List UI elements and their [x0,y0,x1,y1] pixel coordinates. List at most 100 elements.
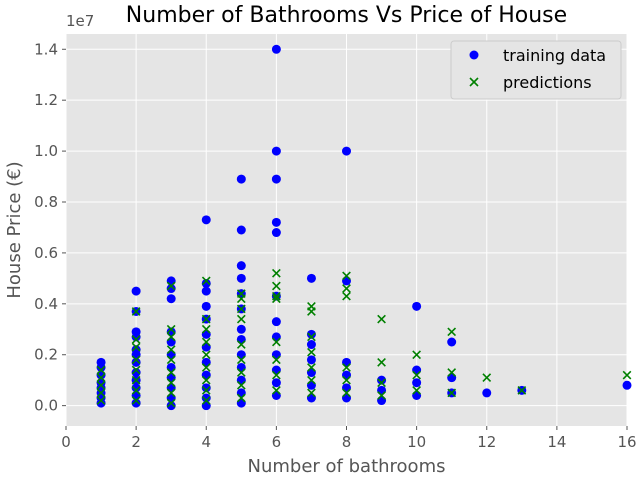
training-data-point [166,362,176,372]
training-data-point [306,380,316,390]
training-data-point [201,370,211,380]
prediction-point [236,380,246,390]
training-data-point [306,329,316,339]
x-tick-label: 0 [61,433,71,451]
training-data-point [271,332,281,342]
y-tick-label: 1.0 [34,142,58,160]
training-data-point [201,278,211,288]
prediction-point [342,388,351,398]
training-data-point [201,342,211,352]
training-data-point [271,390,281,400]
x-tick-label: 16 [617,433,636,451]
prediction-point [307,363,316,372]
prediction-point [342,284,351,293]
training-data-point [201,329,211,339]
prediction-point [377,391,386,400]
training-data-point [236,261,246,271]
prediction-point [236,304,246,314]
prediction-point [131,307,141,316]
prediction-point [447,368,457,377]
training-data-point [271,146,281,156]
x-axis-label: Number of bathrooms [248,456,446,477]
prediction-point [201,385,211,395]
prediction-point [236,393,246,403]
legend-box [450,40,622,100]
training-data-point [306,393,316,403]
training-data-point [166,337,176,347]
training-data-point [96,357,106,367]
prediction-point [96,396,106,405]
training-data-point [342,383,351,393]
x-axis-ticks: 0 2 4 6 8 10 12 14 16 [61,426,637,451]
prediction-point [131,396,141,405]
training-data-point [412,365,422,375]
x-tick-label: 6 [272,433,282,451]
training-data-point [166,284,176,294]
training-data-point [131,357,141,367]
prediction-point [201,276,211,286]
training-data-point [236,174,246,184]
y-axis-ticks: 0.0 0.2 0.4 0.6 0.8 1.0 1.2 1.4 [34,40,66,415]
prediction-point [517,385,527,395]
prediction-point [622,370,632,380]
training-data-point [271,217,281,227]
training-data-point [166,350,176,360]
training-data-point [412,378,422,388]
prediction-point [166,332,176,342]
training-data-point [201,286,211,296]
training-data-point [236,398,246,408]
training-data-point [166,393,176,403]
training-data-point [271,174,281,184]
prediction-point [447,327,457,337]
training-data-point [236,350,246,360]
training-data-point [236,362,246,372]
prediction-point [342,363,351,372]
prediction-point [96,365,106,375]
prediction-point [166,378,176,388]
prediction-point [412,385,421,395]
prediction-point [131,385,141,395]
prediction-point [236,355,246,365]
prediction-point [166,398,176,408]
x-tick-label: 8 [342,433,352,451]
y-tick-label: 0.8 [34,193,58,211]
training-data-point [412,301,422,311]
prediction-point [236,340,246,349]
training-data-point [166,401,176,411]
prediction-point [482,373,492,383]
training-data-point [166,373,176,383]
prediction-point [342,271,351,281]
training-data-point [306,340,316,350]
prediction-point [272,294,281,304]
x-tick-label: 14 [547,433,566,451]
chart-title: Number of Bathrooms Vs Price of House [126,3,567,28]
prediction-point [377,314,386,324]
training-data-point [236,334,246,344]
data-points [96,44,632,411]
training-data-point [271,378,281,388]
prediction-point [412,370,421,380]
training-data-point [166,294,176,304]
prediction-point [307,388,316,398]
training-data-point [342,357,351,367]
y-tick-label: 1.4 [34,40,58,58]
legend-training-marker [469,50,479,60]
legend: training data predictions [450,40,622,100]
x-tick-label: 2 [131,433,141,451]
prediction-point [131,342,141,352]
x-tick-label: 12 [477,433,496,451]
training-data-point [166,383,176,393]
prediction-point [166,345,176,355]
training-data-point [412,390,422,400]
prediction-point [131,355,141,365]
training-data-point [377,375,387,385]
prediction-point [201,363,211,372]
prediction-point [131,375,141,385]
y-tick-label: 0.6 [34,244,58,262]
prediction-point [131,365,141,375]
prediction-point [166,324,176,334]
prediction-point [447,388,457,398]
training-data-point [447,337,457,347]
training-data-point [201,393,211,403]
